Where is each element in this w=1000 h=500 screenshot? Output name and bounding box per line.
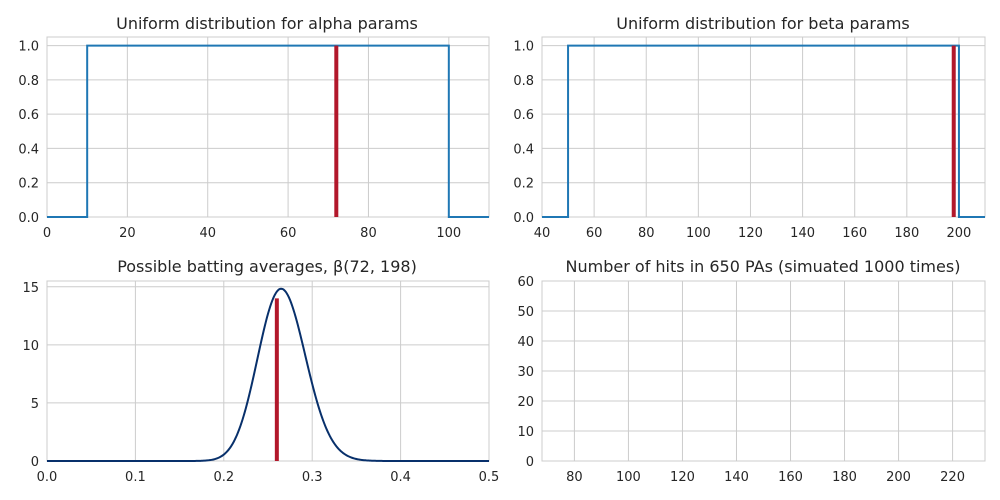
x-tick-label: 200 bbox=[947, 226, 972, 241]
series-line bbox=[47, 44, 489, 218]
batting-average-panel: Possible batting averages, β(72, 198) 0.… bbox=[22, 257, 499, 485]
x-tick-label: 40 bbox=[534, 226, 551, 241]
y-tick-label: 0.2 bbox=[513, 177, 534, 192]
series-line bbox=[542, 44, 985, 218]
x-tick-label: 0.5 bbox=[479, 470, 500, 485]
y-tick-label: 20 bbox=[517, 395, 534, 410]
x-tick-label: 0.3 bbox=[302, 470, 323, 485]
x-tick-label: 40 bbox=[199, 226, 216, 241]
y-tick-label: 0.6 bbox=[513, 108, 534, 123]
x-tick-label: 60 bbox=[280, 226, 297, 241]
y-tick-label: 60 bbox=[517, 275, 534, 290]
y-tick-label: 0 bbox=[526, 455, 534, 470]
x-tick-label: 0.1 bbox=[125, 470, 146, 485]
x-tick-label: 0.2 bbox=[213, 470, 234, 485]
y-tick-label: 40 bbox=[517, 335, 534, 350]
plot-frame bbox=[46, 280, 490, 462]
x-tick-label: 120 bbox=[670, 470, 695, 485]
plot-frame bbox=[541, 280, 986, 462]
batting-average-chart-title: Possible batting averages, β(72, 198) bbox=[117, 257, 417, 276]
x-tick-label: 220 bbox=[940, 470, 965, 485]
plot-frame bbox=[541, 36, 986, 218]
y-tick-label: 0.4 bbox=[18, 142, 39, 157]
x-tick-label: 20 bbox=[119, 226, 136, 241]
y-tick-label: 0.8 bbox=[513, 74, 534, 89]
y-tick-label: 15 bbox=[22, 281, 39, 296]
x-tick-label: 160 bbox=[778, 470, 803, 485]
y-tick-label: 0.4 bbox=[513, 142, 534, 157]
hits-histogram-panel: Number of hits in 650 PAs (simuated 1000… bbox=[517, 257, 986, 485]
beta-chart-title: Uniform distribution for beta params bbox=[616, 14, 909, 33]
y-tick-label: 30 bbox=[517, 365, 534, 380]
x-tick-label: 100 bbox=[436, 226, 461, 241]
x-tick-label: 0.0 bbox=[37, 470, 58, 485]
y-tick-label: 10 bbox=[22, 339, 39, 354]
beta-uniform-panel: Uniform distribution for beta params 40 6… bbox=[513, 14, 986, 241]
x-tick-label: 60 bbox=[586, 226, 603, 241]
y-tick-label: 1.0 bbox=[18, 40, 39, 55]
plot-frame bbox=[46, 36, 490, 218]
y-tick-label: 0.0 bbox=[513, 211, 534, 226]
y-tick-label: 0.0 bbox=[18, 211, 39, 226]
y-tick-label: 50 bbox=[517, 305, 534, 320]
y-tick-label: 5 bbox=[31, 397, 39, 412]
x-tick-label: 120 bbox=[738, 226, 763, 241]
y-tick-label: 0 bbox=[31, 455, 39, 470]
x-tick-label: 80 bbox=[566, 470, 583, 485]
y-tick-label: 0.6 bbox=[18, 108, 39, 123]
y-tick-label: 0.2 bbox=[18, 177, 39, 192]
x-tick-label: 80 bbox=[360, 226, 377, 241]
x-tick-label: 180 bbox=[832, 470, 857, 485]
alpha-uniform-panel: Uniform distribution for alpha params 0 2… bbox=[18, 14, 490, 241]
x-tick-label: 200 bbox=[886, 470, 911, 485]
x-tick-label: 140 bbox=[724, 470, 749, 485]
y-tick-label: 0.8 bbox=[18, 74, 39, 89]
x-tick-label: 80 bbox=[638, 226, 655, 241]
x-tick-label: 160 bbox=[842, 226, 867, 241]
x-tick-label: 140 bbox=[790, 226, 815, 241]
y-tick-label: 10 bbox=[517, 425, 534, 440]
x-tick-label: 0.4 bbox=[390, 470, 411, 485]
x-tick-label: 100 bbox=[616, 470, 641, 485]
x-tick-label: 0 bbox=[43, 226, 51, 241]
series-line bbox=[47, 287, 489, 462]
x-tick-label: 180 bbox=[894, 226, 919, 241]
alpha-chart-title: Uniform distribution for alpha params bbox=[116, 14, 418, 33]
x-tick-label: 100 bbox=[686, 226, 711, 241]
y-tick-label: 1.0 bbox=[513, 40, 534, 55]
hits-histogram-title: Number of hits in 650 PAs (simuated 1000… bbox=[566, 257, 961, 276]
